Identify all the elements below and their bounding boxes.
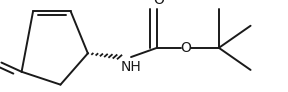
Text: O: O — [153, 0, 164, 7]
Text: NH: NH — [120, 60, 141, 74]
Text: O: O — [180, 41, 191, 55]
